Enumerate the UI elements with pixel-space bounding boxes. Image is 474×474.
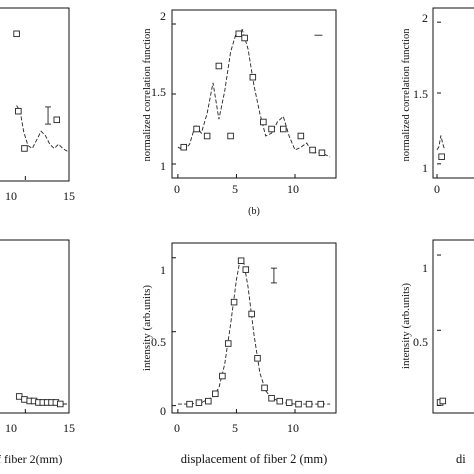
x-tick-label: 5 (232, 421, 238, 435)
data-point (241, 34, 248, 42)
error-bar (45, 106, 52, 125)
x-tick-label: 0 (174, 182, 180, 196)
series-line (16, 105, 68, 152)
data-point (438, 153, 445, 160)
data-point (53, 116, 61, 124)
data-point (268, 394, 275, 402)
x-tick-label: 5 (232, 182, 238, 196)
panel-label: (b) (248, 206, 260, 217)
data-point (268, 125, 275, 133)
y-axis-label: intensity (arb.units) (400, 283, 412, 369)
data-point (309, 146, 316, 154)
panel-top-right: normalized correlation function 2 1.5 1 … (401, 7, 474, 196)
y-axis-label: intensity (arb.units) (141, 285, 153, 371)
x-tick-label: 10 (287, 182, 299, 196)
y-tick-label: 1 (422, 261, 428, 275)
data-point (21, 396, 28, 403)
y-tick-label: 1.5 (413, 87, 428, 101)
data-point (203, 132, 211, 140)
x-tick-label: 10 (5, 421, 17, 435)
series-line (436, 135, 446, 150)
data-point (260, 118, 267, 126)
data-point (13, 30, 20, 38)
data-point (212, 390, 219, 398)
data-point (21, 145, 28, 152)
data-point (439, 397, 447, 405)
data-point (193, 125, 200, 133)
data-point (227, 132, 234, 140)
data-point (297, 132, 305, 140)
y-tick-label: 1 (160, 159, 166, 173)
data-point (215, 62, 223, 70)
data-point (276, 397, 284, 405)
series-line (177, 260, 331, 405)
data-point (285, 399, 293, 406)
x-axis-label: displacement of fiber 2 (mm) (181, 452, 327, 466)
y-axis-label: normalized correlation function (401, 28, 412, 162)
y-tick-label: 1 (422, 161, 428, 175)
y-tick-label: 2 (422, 11, 428, 25)
data-point (305, 400, 313, 408)
data-point (280, 125, 287, 133)
y-tick-label: 1 (160, 263, 166, 277)
data-point (248, 310, 255, 318)
plot-frame (0, 239, 70, 414)
x-axis-label-fragment: di (456, 452, 466, 466)
data-point (230, 298, 238, 306)
data-point (237, 257, 245, 264)
y-tick-label: 0 (160, 404, 166, 418)
data-point (180, 143, 187, 151)
data-point (15, 393, 23, 400)
data-point (242, 266, 250, 273)
x-tick-label: 0 (434, 182, 440, 196)
data-point (261, 384, 268, 392)
panel-bottom-right: intensity (arb.units) 1 0.5 di (400, 239, 474, 466)
x-tick-label: 15 (63, 189, 75, 203)
data-point (195, 399, 203, 406)
x-tick-label: 0 (174, 421, 180, 435)
x-tick-label: 10 (287, 421, 299, 435)
panel-b: normalized correlation function 2 1.5 1 … (142, 9, 337, 217)
data-point (295, 400, 302, 408)
y-tick-label: 0.5 (413, 335, 428, 349)
data-point (254, 355, 261, 362)
y-axis-label: normalized correlation function (142, 28, 153, 162)
data-point (318, 149, 326, 157)
series-line (177, 28, 331, 158)
data-point (235, 30, 243, 38)
panel-bottom-center: intensity (arb.units) 1 0.5 0 0 5 10 dis… (141, 242, 337, 466)
data-point (317, 400, 325, 408)
data-point (57, 400, 64, 408)
panel-top-left: 10 15 (0, 7, 75, 203)
data-point (219, 372, 226, 380)
x-axis-label-fragment: f fiber 2(mm) (0, 452, 62, 466)
x-tick-label: 10 (5, 189, 17, 203)
data-point (249, 73, 257, 81)
plot-frame (171, 242, 337, 414)
panel-bottom-left: 10 15 f fiber 2(mm) (0, 239, 75, 466)
error-bar (270, 267, 277, 284)
data-point (186, 400, 193, 408)
y-tick-label: 2 (160, 9, 166, 23)
y-tick-label: 1.5 (151, 85, 166, 99)
data-point (224, 340, 232, 347)
plot-frame (432, 7, 474, 179)
plot-frame (0, 7, 70, 182)
data-point (205, 397, 212, 405)
y-tick-label: 0.5 (151, 335, 166, 349)
data-point (15, 107, 22, 115)
x-tick-label: 15 (63, 421, 75, 435)
plot-frame (432, 239, 474, 414)
